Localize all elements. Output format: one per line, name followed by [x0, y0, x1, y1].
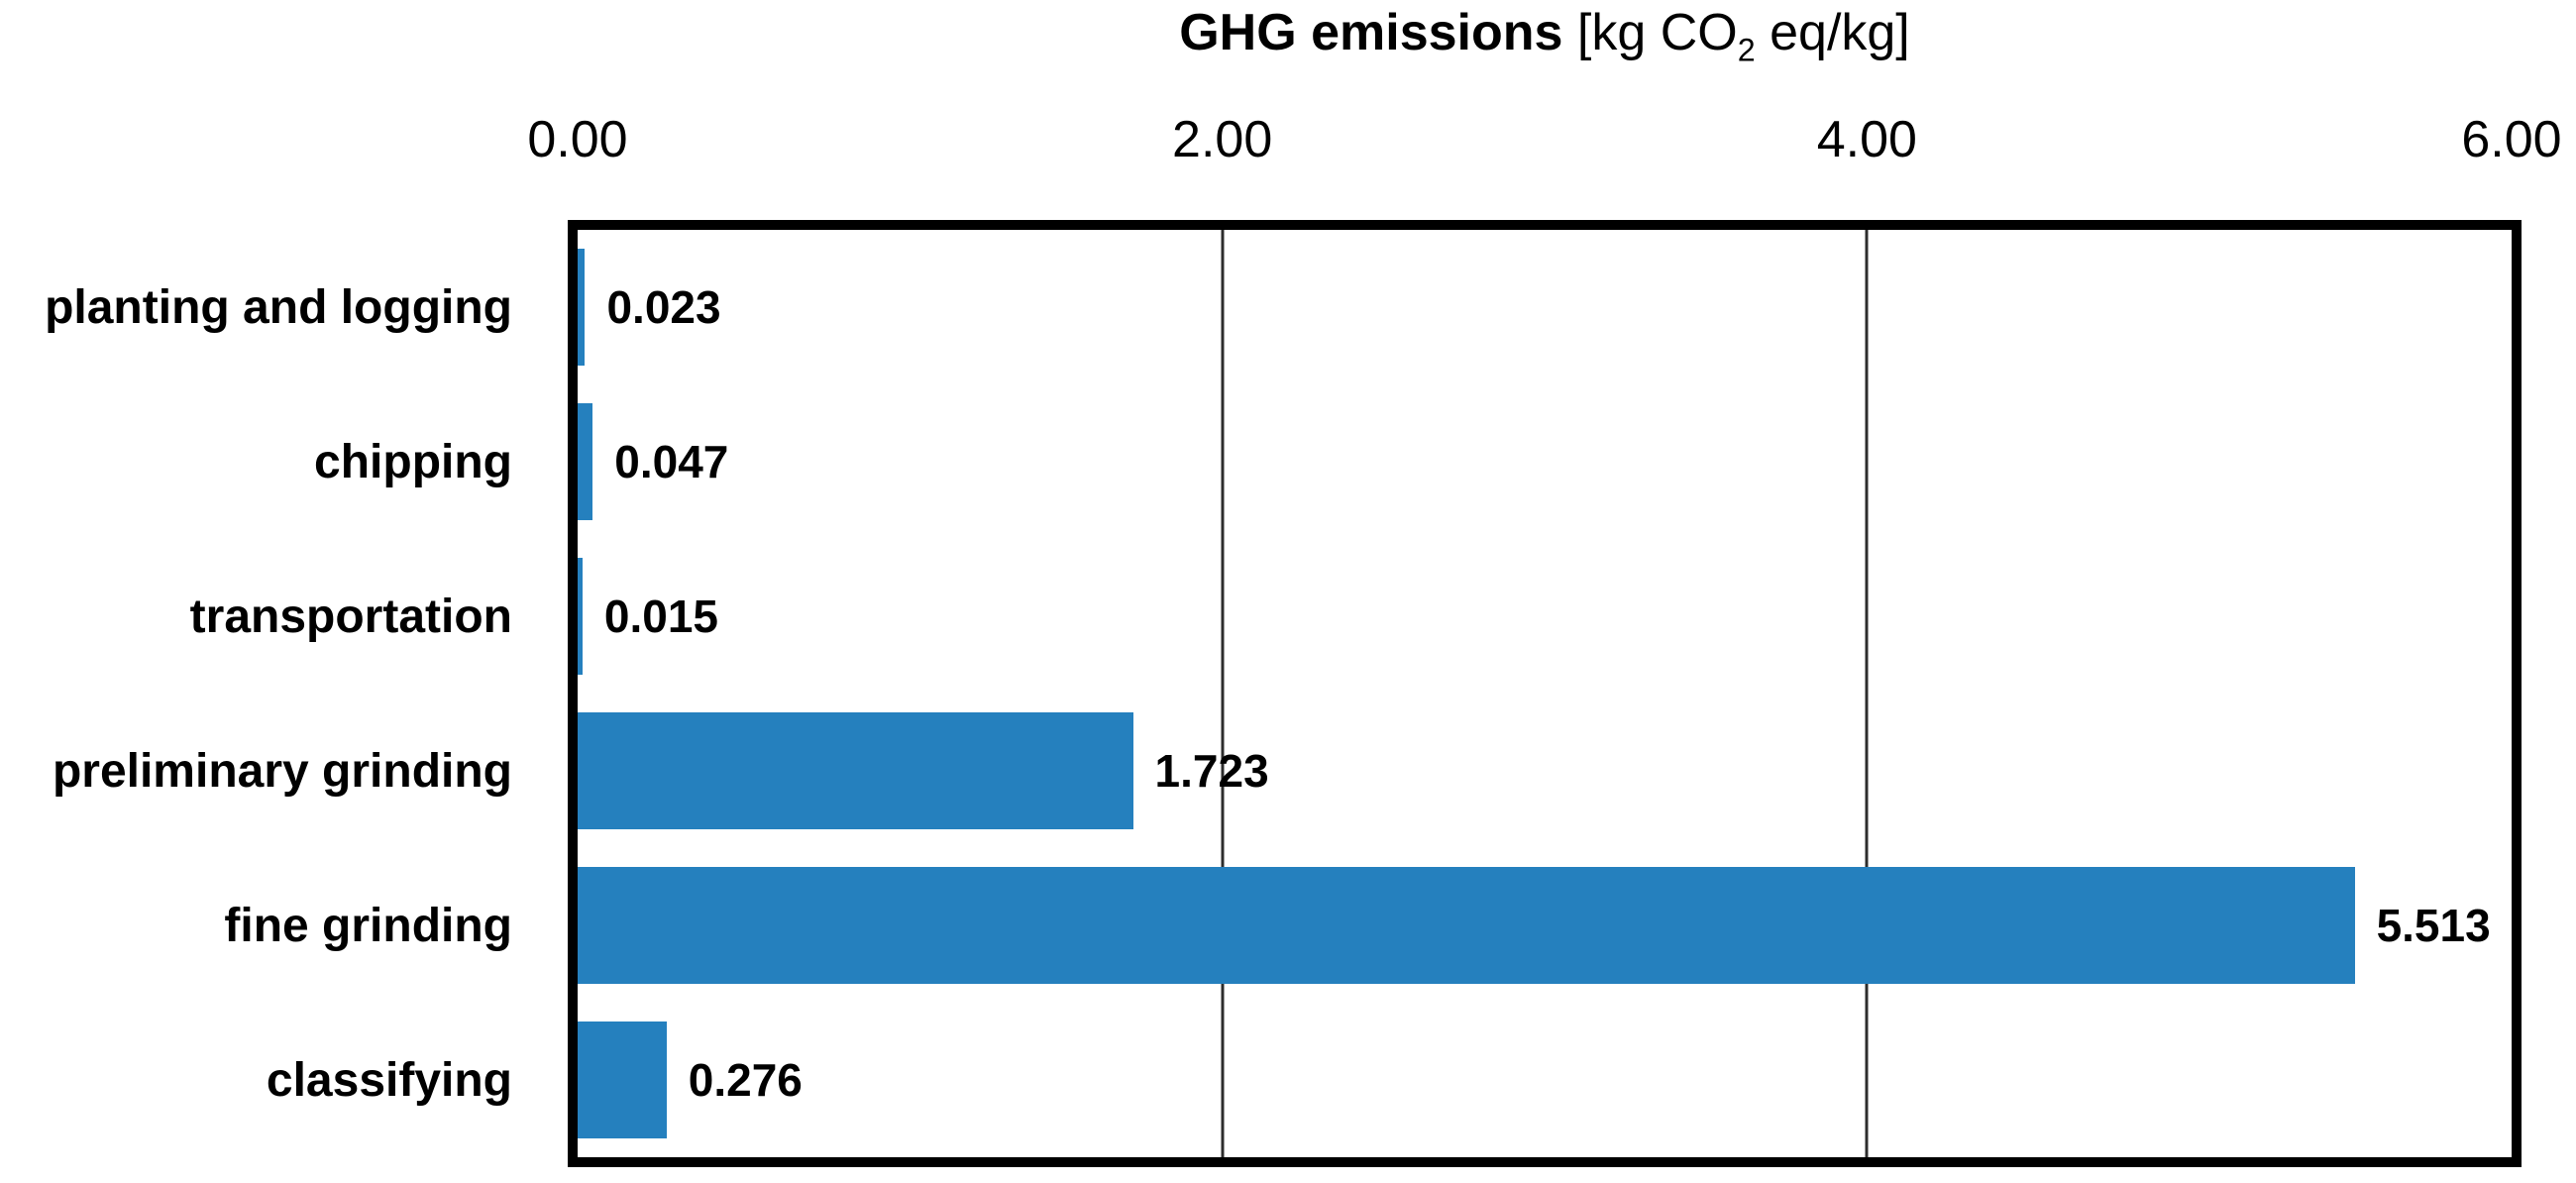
category-label-classifying: classifying [266, 1053, 512, 1107]
bar-row-classifying: 0.276 [578, 1003, 2512, 1157]
bars-container: 0.023 0.047 0.015 1.723 5.513 0.276 [578, 230, 2512, 1157]
value-label-transportation: 0.015 [603, 591, 718, 642]
value-label-preliminary-grinding: 1.723 [1154, 745, 1269, 797]
x-tick-label-4-00: 4.00 [1816, 111, 1917, 168]
y-axis-category-labels: planting and logging chipping transportati… [0, 230, 568, 1157]
chart-title: GHG emissions [kg CO2 eq/kg] [568, 4, 2522, 78]
bar-classifying [578, 1021, 667, 1139]
bar-preliminary-grinding [578, 711, 1133, 830]
value-label-fine-grinding: 5.513 [2376, 900, 2491, 951]
bar-fine-grinding [578, 866, 2355, 985]
bar-transportation [578, 557, 583, 676]
category-label-transportation: transportation [189, 590, 512, 643]
bar-chipping [578, 402, 593, 521]
bar-row-fine-grinding: 5.513 [578, 848, 2512, 1003]
category-label-planting-and-logging: planting and logging [45, 280, 512, 334]
x-axis-tick-labels: 0.00 2.00 4.00 6.00 [527, 111, 2561, 172]
value-label-classifying: 0.276 [688, 1054, 803, 1106]
chart-title-unit: [kg CO2 eq/kg] [1562, 4, 1910, 68]
gridlines [578, 230, 2512, 1157]
bar-planting-and-logging [578, 248, 586, 367]
bar-row-preliminary-grinding: 1.723 [578, 694, 2512, 848]
x-tick-label-6-00: 6.00 [2461, 111, 2562, 168]
value-label-chipping: 0.047 [614, 436, 729, 487]
category-label-chipping: chipping [314, 435, 512, 488]
category-label-preliminary-grinding: preliminary grinding [52, 744, 512, 798]
bar-row-transportation: 0.015 [578, 539, 2512, 694]
plot-area: 0.023 0.047 0.015 1.723 5.513 0.276 [568, 220, 2522, 1167]
gridline-4 [1865, 230, 1869, 1157]
value-label-planting-and-logging: 0.023 [606, 281, 721, 333]
gridline-2 [1221, 230, 1225, 1157]
chart-title-main: GHG emissions [1179, 4, 1563, 61]
chart-title-subscript: 2 [1737, 32, 1756, 68]
bar-row-chipping: 0.047 [578, 384, 2512, 539]
x-tick-label-0-00: 0.00 [527, 111, 628, 168]
x-tick-label-2-00: 2.00 [1172, 111, 1273, 168]
bar-row-planting-and-logging: 0.023 [578, 230, 2512, 384]
category-label-fine-grinding: fine grinding [224, 899, 512, 952]
